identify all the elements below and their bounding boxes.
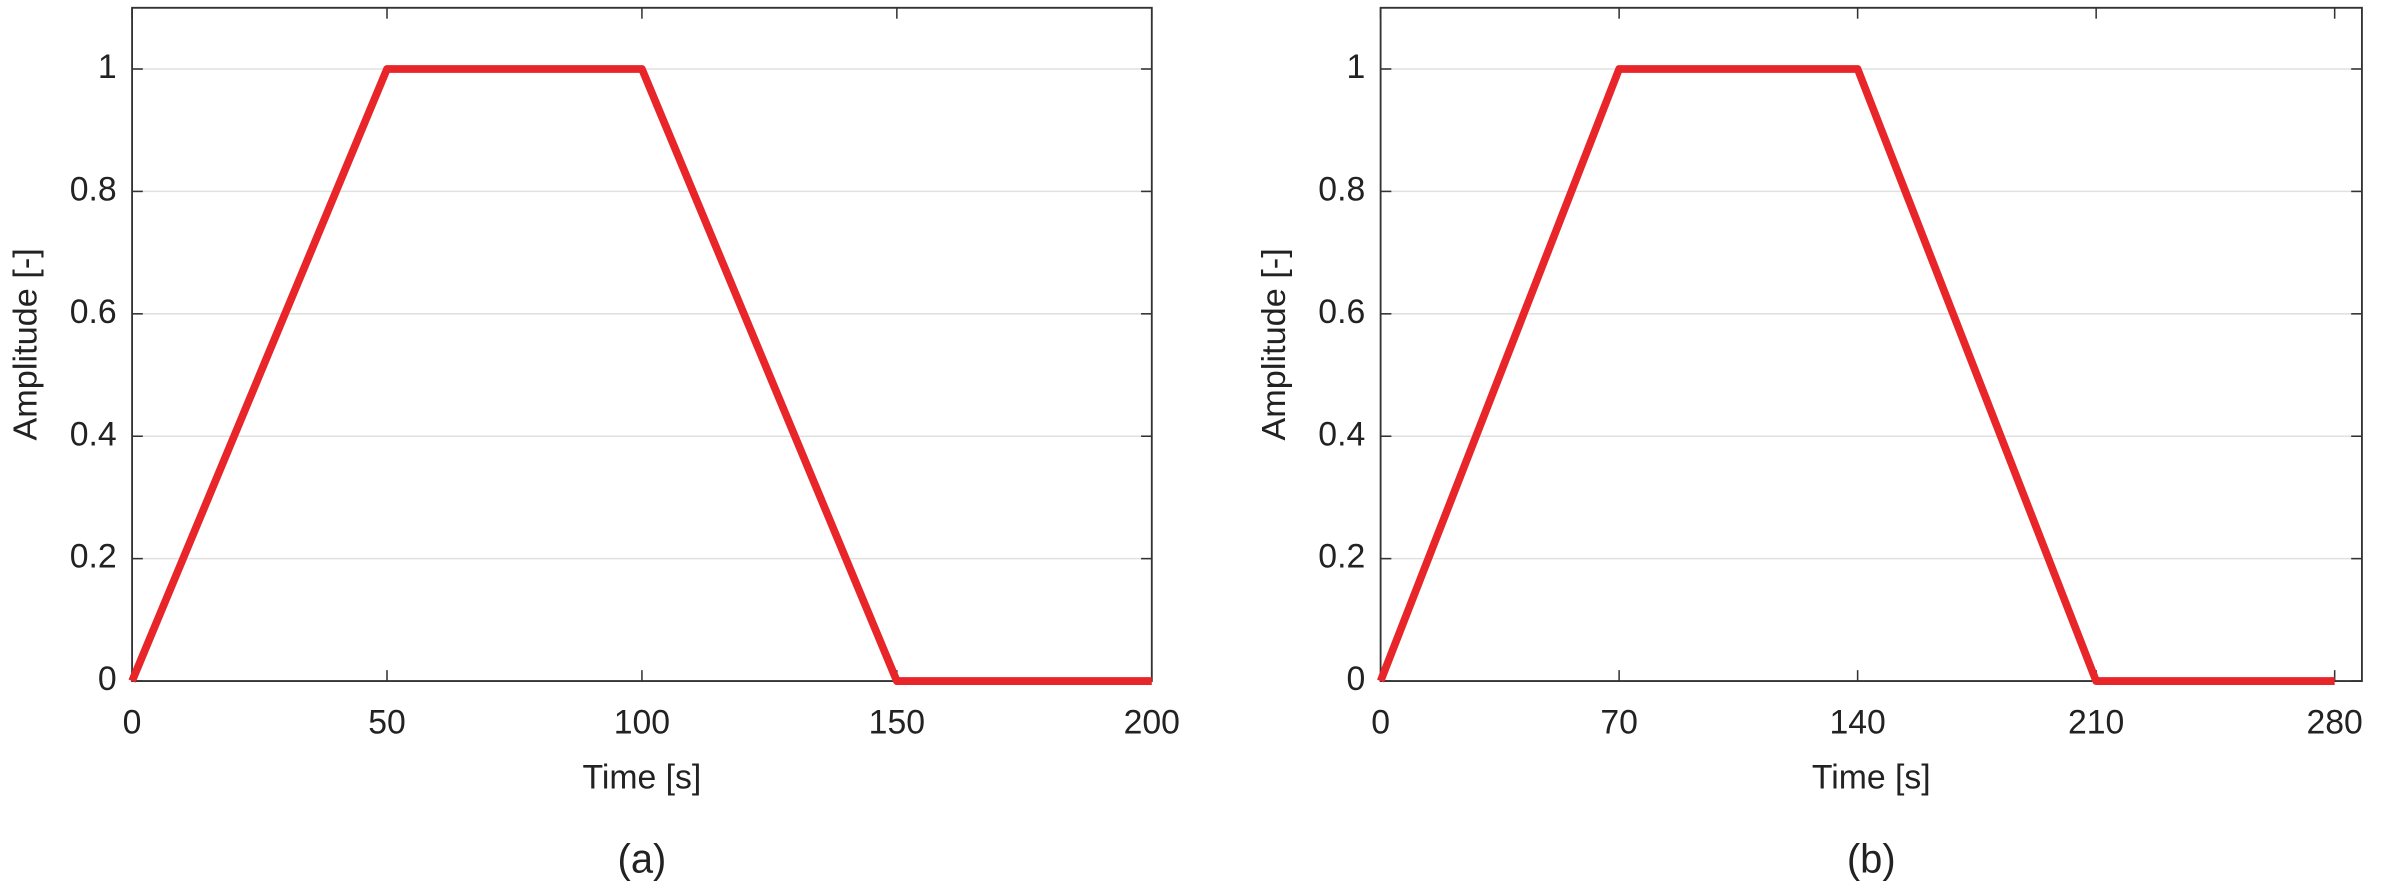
y-tick-label: 0.6 xyxy=(1318,293,1365,331)
plot-frame xyxy=(1379,6,2363,682)
x-tick-label: 210 xyxy=(2068,704,2124,742)
x-tick-label: 70 xyxy=(1600,704,1638,742)
y-tick-label: 1 xyxy=(1346,48,1365,86)
data-line xyxy=(128,65,1152,685)
y-tick-label: 0 xyxy=(98,660,117,698)
y-tick-label: 1 xyxy=(98,48,117,86)
x-tick-label: 50 xyxy=(368,704,406,742)
x-axis-label: Time [s] xyxy=(583,758,702,796)
y-tick-label: 0.6 xyxy=(70,293,117,331)
x-tick-label: 100 xyxy=(614,704,670,742)
data-line xyxy=(1377,65,2335,685)
caption: (b) xyxy=(1847,836,1896,881)
x-tick-label: 140 xyxy=(1829,704,1885,742)
y-tick-label: 0.2 xyxy=(1318,537,1365,575)
y-tick-label: 0 xyxy=(1346,660,1365,698)
y-tick-label: 0.4 xyxy=(70,415,117,453)
x-tick-label: 200 xyxy=(1124,704,1180,742)
x-tick-label: 280 xyxy=(2306,704,2362,742)
plot-frame xyxy=(131,6,1153,682)
x-axis-label: Time [s] xyxy=(1812,758,1931,796)
y-tick-label: 0.8 xyxy=(1318,170,1365,208)
x-tick-label: 0 xyxy=(123,704,142,742)
y-axis-label: Amplitude [-] xyxy=(7,248,45,440)
y-tick-label: 0.8 xyxy=(70,170,117,208)
caption: (a) xyxy=(618,836,667,881)
x-tick-label: 0 xyxy=(1371,704,1390,742)
y-tick-label: 0.4 xyxy=(1318,415,1365,453)
x-tick-label: 150 xyxy=(869,704,925,742)
y-axis-label: Amplitude [-] xyxy=(1255,248,1293,440)
y-tick-label: 0.2 xyxy=(70,537,117,575)
